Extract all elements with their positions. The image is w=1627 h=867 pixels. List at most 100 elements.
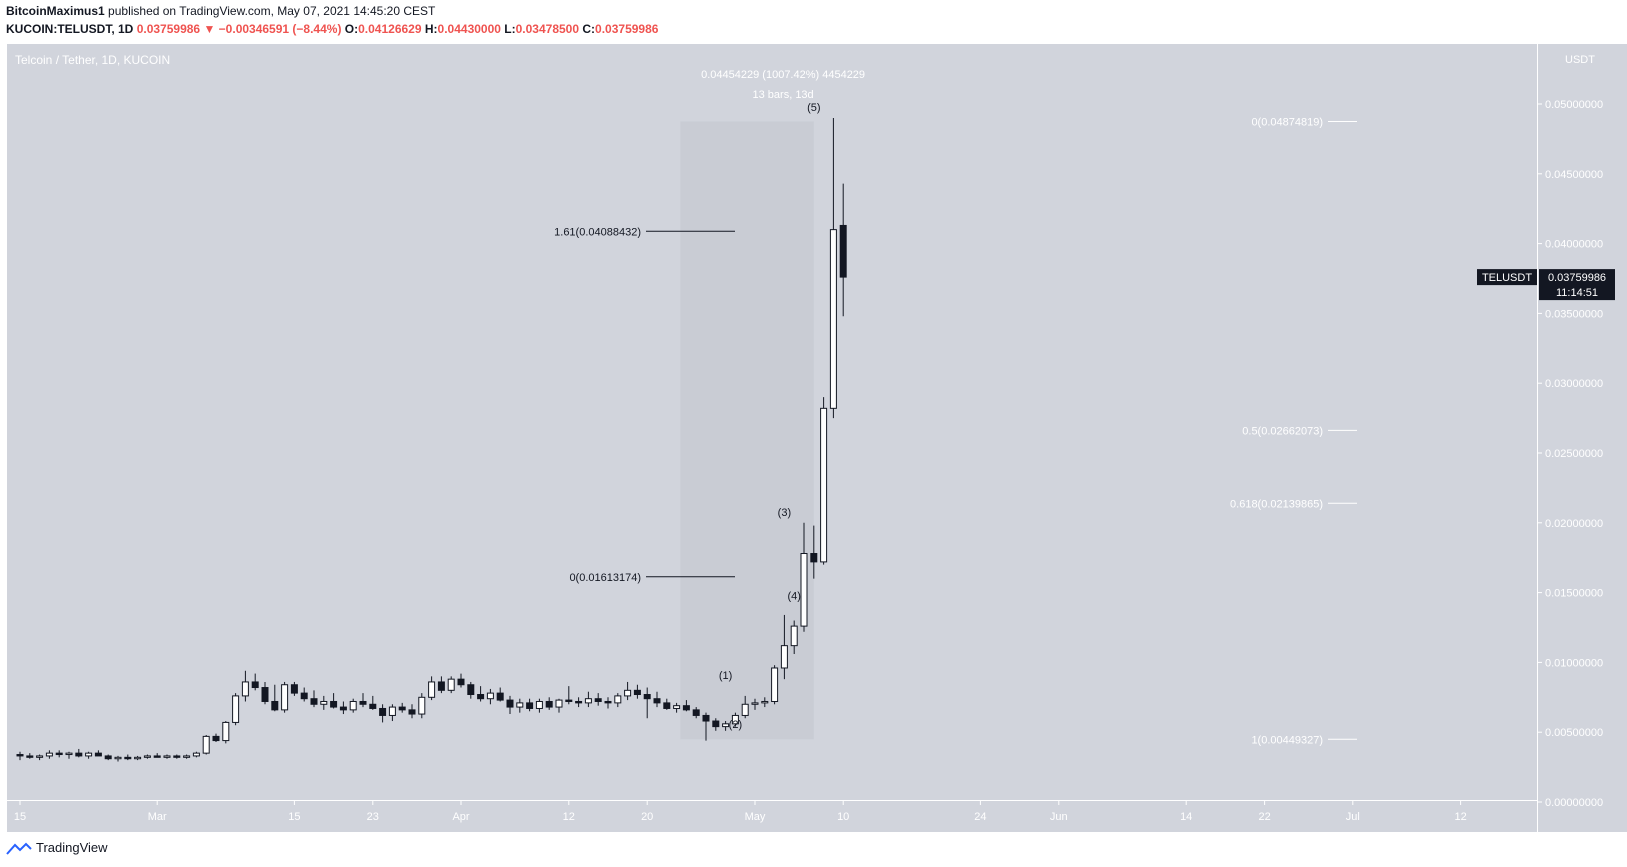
high-value: 0.04430000 [437, 22, 501, 36]
candle-body [241, 681, 249, 697]
candle [398, 702, 406, 713]
x-tick-label: 10 [837, 811, 849, 823]
last-price-value: 0.03759986 [1548, 272, 1606, 284]
candle [477, 686, 485, 702]
candle-body [153, 755, 161, 758]
candle [65, 751, 73, 759]
fib-level-label: 0.5(0.02662073) [1242, 425, 1323, 437]
footer: TradingView [6, 840, 108, 855]
candle [653, 691, 661, 708]
candle-body [437, 681, 445, 691]
candle-body [104, 755, 112, 760]
time-axis-pane [7, 801, 1537, 832]
candle-body [232, 695, 240, 723]
candle-body [702, 714, 710, 722]
candle [486, 688, 494, 705]
candle-body [134, 756, 142, 760]
candle [565, 686, 573, 705]
candle-body [94, 752, 102, 757]
candle [281, 681, 289, 713]
candle-body [163, 755, 171, 758]
candle [55, 750, 63, 758]
candle [359, 693, 367, 708]
candle-body [761, 700, 769, 704]
candle-body [320, 700, 328, 705]
candle [575, 697, 583, 708]
candle-body [85, 752, 93, 757]
x-tick-label: Jun [1050, 811, 1068, 823]
candle-body [300, 692, 308, 700]
candle-body [712, 720, 720, 728]
candle [212, 733, 220, 742]
candle [526, 698, 534, 712]
low-label: L: [504, 22, 516, 36]
candle-body [584, 698, 592, 704]
candle-body [359, 700, 367, 705]
fib-level-label: 0.618(0.02139865) [1230, 498, 1323, 510]
candle [663, 698, 671, 710]
candle [251, 673, 259, 691]
candle-body [369, 703, 377, 709]
down-arrow-icon: ▼ [203, 22, 216, 36]
candle [829, 117, 837, 419]
candle [692, 707, 700, 719]
candle [124, 754, 132, 761]
candle [192, 751, 200, 758]
candle-body [800, 553, 808, 627]
author-name[interactable]: BitcoinMaximus1 [6, 4, 105, 18]
candle-body [545, 700, 553, 708]
candle-body [398, 706, 406, 711]
candle [467, 681, 475, 699]
candle [143, 754, 151, 759]
x-tick-label: 23 [367, 811, 379, 823]
candle-body [16, 754, 24, 757]
candle [496, 687, 504, 702]
candle [232, 693, 240, 726]
candle-body [663, 702, 671, 709]
candle-body [692, 709, 700, 716]
candle [712, 718, 720, 731]
candle [428, 676, 436, 701]
candle-body [290, 684, 298, 694]
wave-label: (3) [778, 507, 791, 519]
candle [163, 754, 171, 759]
y-tick-label: 0.00500000 [1545, 727, 1603, 739]
candle [16, 751, 24, 761]
candle [271, 684, 279, 712]
wave-label: (5) [807, 102, 820, 114]
low-value: 0.03478500 [515, 22, 580, 36]
candle [94, 750, 102, 757]
last-price: 0.03759986 [136, 22, 201, 36]
candle-body [790, 625, 798, 647]
candle [643, 687, 651, 719]
y-tick-label: 0.04000000 [1545, 239, 1603, 251]
candle-body [379, 707, 387, 716]
fib-level-label: 0(0.04874819) [1251, 116, 1323, 128]
tradingview-brand[interactable]: TradingView [36, 840, 108, 855]
y-tick-label: 0.05000000 [1545, 99, 1603, 111]
candle [36, 754, 44, 761]
candle [447, 676, 455, 694]
candle-body [202, 735, 210, 754]
candle [751, 698, 759, 710]
wave-label: (2) [729, 719, 742, 731]
candle-body [839, 224, 847, 278]
candle [506, 695, 514, 715]
wave-label: (4) [787, 591, 800, 603]
x-tick-label: 15 [288, 811, 300, 823]
candle [320, 695, 328, 710]
last-price-tag [1539, 269, 1615, 301]
close-value: 0.03759986 [595, 22, 659, 36]
candle [310, 690, 318, 708]
y-tick-label: 0.00000000 [1545, 797, 1603, 809]
y-axis-unit: USDT [1565, 54, 1595, 66]
candle-body [780, 645, 788, 669]
fib-level-label: 0(0.01613174) [569, 572, 641, 584]
candle-body [173, 755, 181, 758]
fib-level-label: 1(0.00449327) [1251, 734, 1323, 746]
candle-body [428, 681, 436, 698]
candle-body [565, 699, 573, 702]
symbol-tag-label: TELUSDT [1482, 272, 1532, 284]
change-text: −0.00346591 (−8.44%) [218, 22, 342, 36]
